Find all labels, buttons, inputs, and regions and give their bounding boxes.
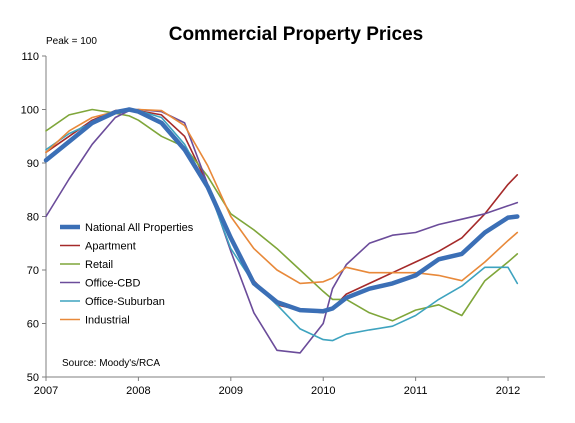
series-line-national-all-properties xyxy=(43,107,520,314)
axes: 50 60 70 80 90 100 110 2007 2008 2009 2010 2011 2012 xyxy=(21,51,545,397)
chart-frame: Commercial Property Prices Peak = 100 50… xyxy=(10,6,565,417)
series-line-retail xyxy=(45,108,519,322)
legend-label: Apartment xyxy=(85,241,136,253)
chart-title: Commercial Property Prices xyxy=(169,24,424,45)
y-tick-label: 80 xyxy=(27,212,39,224)
x-tick-label: 2007 xyxy=(34,385,58,397)
x-tick-label: 2010 xyxy=(311,385,335,397)
y-tick-label: 90 xyxy=(27,158,39,170)
y-axis-note: Peak = 100 xyxy=(46,36,97,47)
y-tick-label: 110 xyxy=(21,51,39,63)
legend-label: Office-Suburban xyxy=(85,296,165,308)
source-note: Source: Moody's/RCA xyxy=(62,358,160,369)
y-tick-label: 50 xyxy=(27,372,39,384)
x-tick-label: 2008 xyxy=(126,385,150,397)
y-tick-label: 70 xyxy=(27,265,39,277)
legend-label: Industrial xyxy=(85,315,130,327)
legend: National All Properties Apartment Retail Of… xyxy=(60,222,194,327)
series-lines xyxy=(43,107,520,354)
x-tick-label: 2011 xyxy=(404,385,428,397)
chart-svg: Commercial Property Prices Peak = 100 50… xyxy=(21,24,545,397)
legend-label: Office-CBD xyxy=(85,278,140,290)
legend-label: Retail xyxy=(85,259,113,271)
x-tick-label: 2009 xyxy=(219,385,243,397)
y-tick-label: 100 xyxy=(21,105,39,117)
legend-label: National All Properties xyxy=(85,222,194,234)
y-tick-label: 60 xyxy=(27,319,39,331)
x-tick-label: 2012 xyxy=(496,385,520,397)
